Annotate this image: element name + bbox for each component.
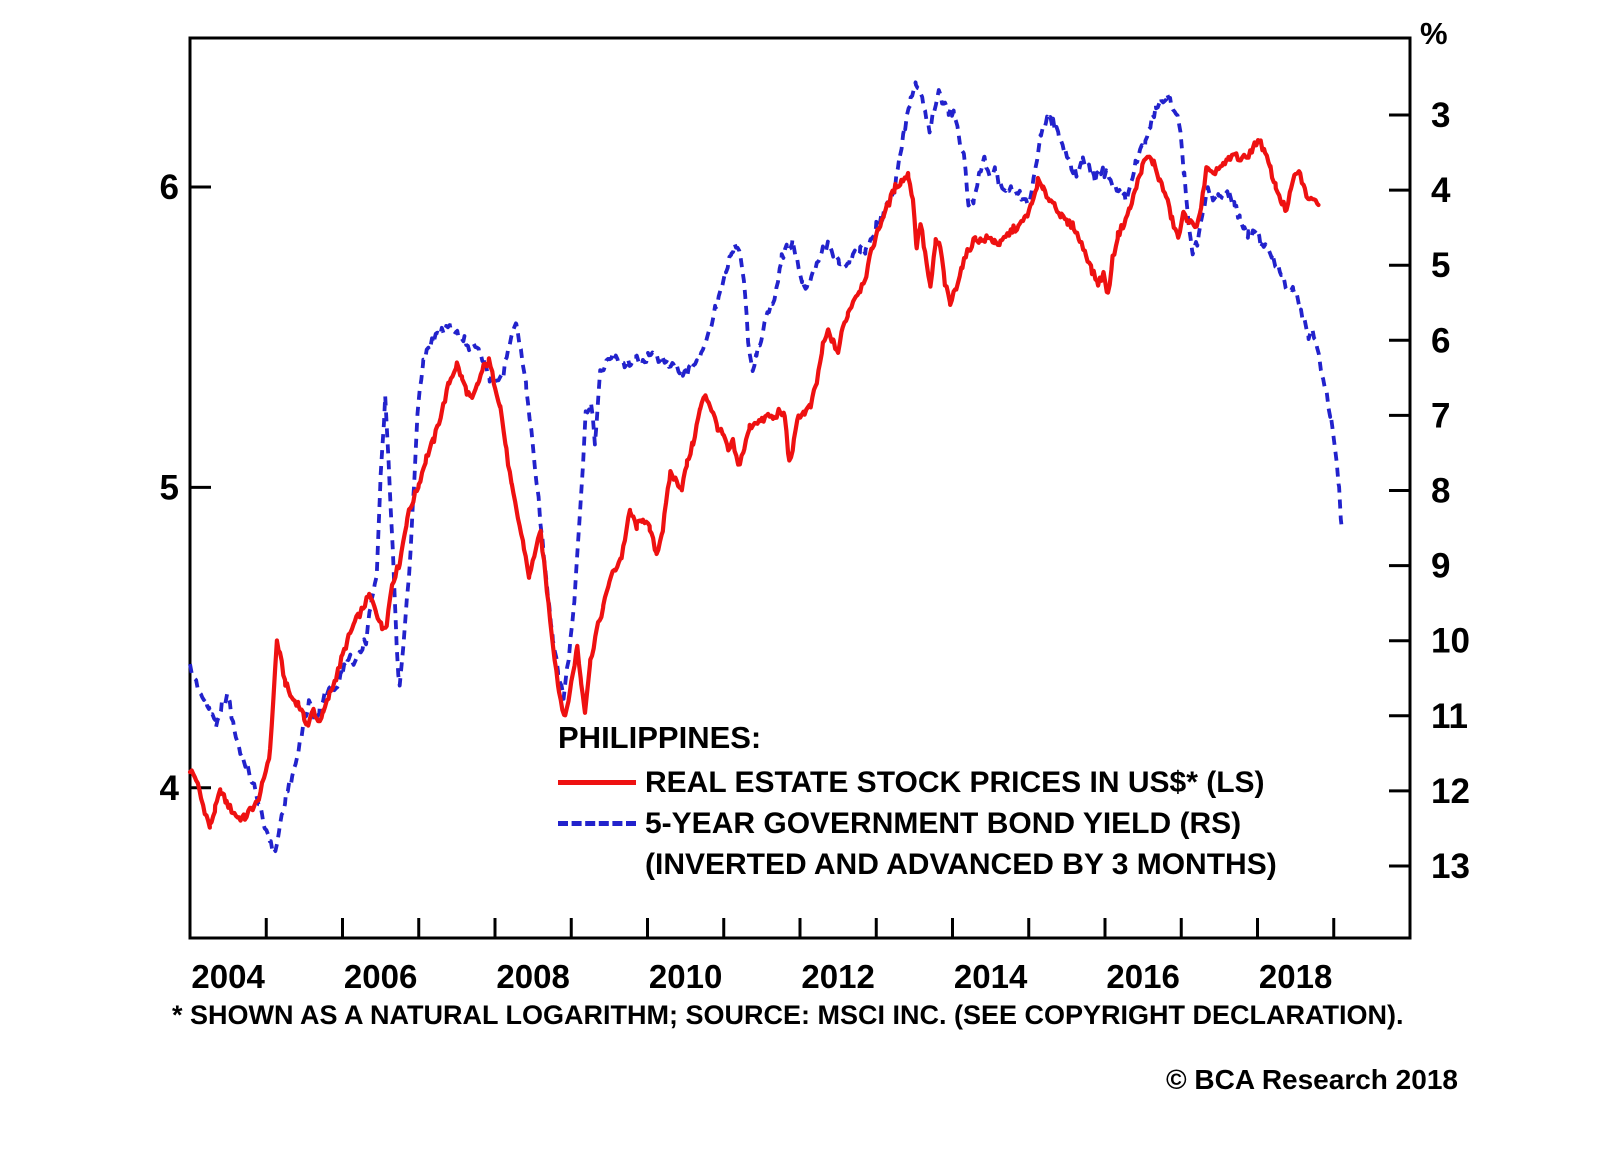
x-axis-label-2016: 2016 [1106,958,1179,995]
right-axis-label-7: 7 [1431,396,1450,435]
left-axis-label-4: 4 [160,769,180,808]
legend-label-stock-prices: REAL ESTATE STOCK PRICES IN US$* (LS) [645,765,1265,799]
x-axis-label-2014: 2014 [954,958,1028,995]
right-axis-label-10: 10 [1431,622,1470,661]
series-line-bond-yield [188,80,1344,854]
x-axis-label-2018: 2018 [1259,958,1332,995]
chart-footnote: * SHOWN AS A NATURAL LOGARITHM; SOURCE: … [172,1000,1404,1030]
legend-entry-bond-yield: 5-YEAR GOVERNMENT BOND YIELD (RS) [558,803,1277,844]
chart-legend: PHILIPPINES: REAL ESTATE STOCK PRICES IN… [558,720,1277,885]
right-axis-label-11: 11 [1431,697,1468,736]
x-axis-label-2008: 2008 [496,958,569,995]
right-axis-label-5: 5 [1431,246,1450,285]
right-axis-label-3: 3 [1431,96,1450,135]
left-axis-label-5: 5 [160,468,179,507]
left-axis-label-6: 6 [160,168,179,207]
right-axis-label-4: 4 [1431,171,1451,210]
series-line-real-estate-stock-prices [187,138,1321,830]
copyright-notice: © BCA Research 2018 [1166,1064,1458,1095]
legend-entry-stock-prices: REAL ESTATE STOCK PRICES IN US$* (LS) [558,762,1277,803]
x-axis-label-2004: 2004 [191,958,265,995]
x-axis-label-2010: 2010 [649,958,722,995]
legend-label-bond-yield: 5-YEAR GOVERNMENT BOND YIELD (RS) [645,806,1242,840]
right-axis-label-12: 12 [1431,772,1470,811]
red-solid-line-swatch [558,780,636,785]
legend-label-bond-yield-note: (INVERTED AND ADVANCED BY 3 MONTHS) [645,847,1277,881]
right-axis-unit-label: % [1420,16,1448,51]
right-axis-label-8: 8 [1431,472,1450,511]
legend-title: PHILIPPINES: [558,720,762,755]
x-axis-label-2012: 2012 [801,958,874,995]
blue-dashed-line-swatch [558,821,636,826]
legend-entry-bond-yield-note: (INVERTED AND ADVANCED BY 3 MONTHS) [558,844,1277,885]
right-axis-label-6: 6 [1431,321,1450,360]
right-axis-label-9: 9 [1431,547,1450,586]
right-axis-label-13: 13 [1431,847,1470,886]
x-axis-label-2006: 2006 [344,958,417,995]
